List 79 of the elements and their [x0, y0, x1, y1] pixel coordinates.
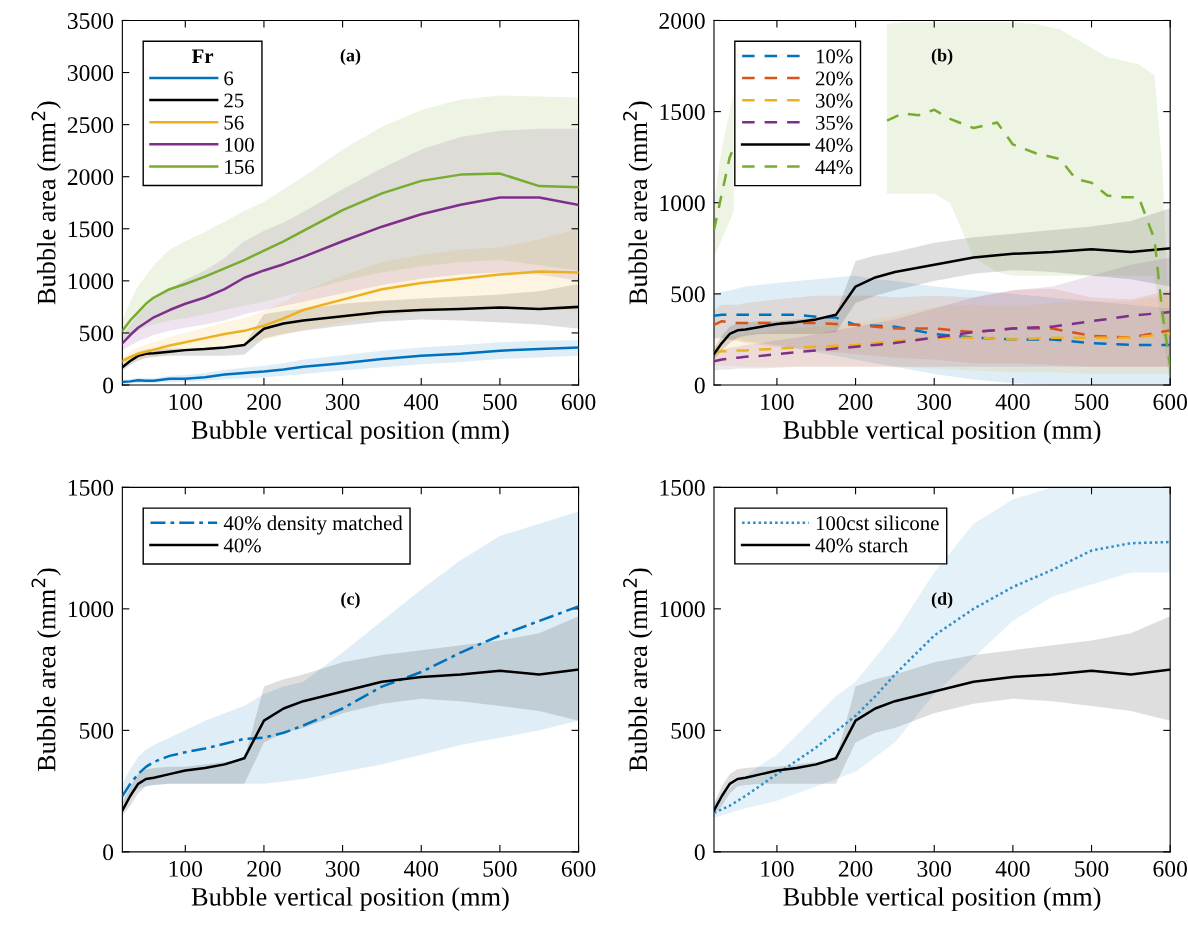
- y-tick-label: 500: [79, 325, 114, 342]
- y-tick-label: 2000: [659, 12, 705, 29]
- x-axis-title: Bubble vertical position (mm): [783, 420, 1101, 445]
- x-tick-label: 600: [1153, 394, 1187, 410]
- x-tick-label: 200: [247, 860, 281, 877]
- line-series: [713, 313, 1171, 347]
- legend-label: 100: [225, 137, 254, 152]
- line-series: [122, 172, 579, 333]
- x-tick-label: 300: [326, 860, 360, 877]
- line-series: [713, 310, 1171, 363]
- legend-label: 100cst silicone: [816, 515, 939, 531]
- x-tick-label: 200: [247, 394, 281, 410]
- annotation: (c): [341, 592, 360, 609]
- x-tick-label: 400: [995, 860, 1030, 877]
- y-tick-label: 0: [103, 377, 114, 394]
- x-tick-label: 400: [404, 394, 439, 410]
- x-tick-label: 500: [1075, 394, 1109, 410]
- x-tick-label: 300: [326, 394, 360, 410]
- legend-label: 40%: [815, 137, 853, 153]
- x-tick-label: 100: [761, 394, 794, 410]
- y-tick-label: 2500: [67, 117, 114, 134]
- x-tick-label: 200: [838, 860, 873, 877]
- y-axis-title: Bubble area (mm$^{2}$): [31, 568, 61, 772]
- annotation: (d): [931, 592, 953, 609]
- y-tick-label: 500: [671, 722, 705, 739]
- legend-label: 56: [224, 115, 244, 130]
- x-tick-label: 500: [483, 860, 517, 877]
- x-tick-label: 500: [483, 394, 517, 410]
- y-tick-label: 1000: [68, 273, 114, 290]
- x-axis-title: Bubble vertical position (mm): [191, 887, 509, 912]
- annotation: (b): [931, 48, 953, 66]
- y-tick-label: 1000: [660, 601, 705, 618]
- y-axis-title: Bubble area (mm$^{2}$): [623, 568, 653, 772]
- y-tick-label: 3500: [67, 12, 114, 29]
- x-tick-label: 100: [169, 860, 203, 877]
- x-axis-title: Bubble vertical position (mm): [783, 887, 1101, 912]
- legend-label: 10%: [816, 49, 853, 64]
- y-tick-label: 0: [694, 377, 705, 394]
- y-tick-label: 1500: [68, 221, 114, 238]
- line-series: [122, 270, 579, 363]
- y-tick-label: 0: [694, 844, 705, 861]
- x-tick-label: 600: [561, 394, 596, 410]
- legend-label: 44%: [815, 160, 853, 175]
- legend-label: 40% starch: [815, 537, 908, 553]
- x-tick-label: 200: [838, 394, 873, 410]
- x-tick-label: 400: [995, 394, 1030, 410]
- x-tick-label: 100: [169, 394, 203, 410]
- line-series: [713, 319, 1171, 339]
- x-tick-label: 300: [917, 394, 952, 410]
- annotation: (a): [340, 48, 361, 66]
- y-tick-label: 500: [79, 722, 114, 739]
- y-tick-label: 1500: [660, 479, 705, 496]
- y-tick-label: 3000: [67, 65, 114, 81]
- x-tick-label: 600: [561, 860, 596, 877]
- legend-label: 40% density matched: [223, 515, 403, 535]
- legend-label: 6: [224, 71, 234, 86]
- x-axis-title: Bubble vertical position (mm): [191, 420, 509, 445]
- line-series: [122, 196, 579, 345]
- legend-label: 35%: [816, 115, 853, 130]
- y-tick-label: 500: [671, 286, 705, 303]
- legend-title: Fr: [191, 49, 214, 64]
- y-tick-label: 1000: [660, 195, 705, 212]
- y-tick-label: 0: [103, 844, 114, 861]
- legend-label: 20%: [815, 71, 853, 86]
- y-tick-label: 2000: [67, 169, 114, 186]
- legend-label: 40%: [223, 538, 261, 553]
- y-tick-label: 1500: [68, 479, 114, 496]
- x-tick-label: 400: [404, 860, 439, 877]
- x-tick-label: 500: [1075, 860, 1109, 877]
- x-tick-label: 100: [761, 860, 794, 877]
- legend-label: 156: [225, 159, 255, 174]
- y-axis-title: Bubble area (mm$^{2}$): [623, 101, 653, 305]
- legend-label: 25: [224, 93, 244, 108]
- x-tick-label: 600: [1153, 860, 1187, 877]
- y-axis-title: Bubble area (mm$^{2}$): [31, 101, 61, 305]
- legend-label: 30%: [816, 93, 853, 108]
- x-tick-label: 300: [917, 860, 952, 877]
- y-tick-label: 1500: [660, 104, 705, 121]
- y-tick-label: 1000: [68, 601, 114, 618]
